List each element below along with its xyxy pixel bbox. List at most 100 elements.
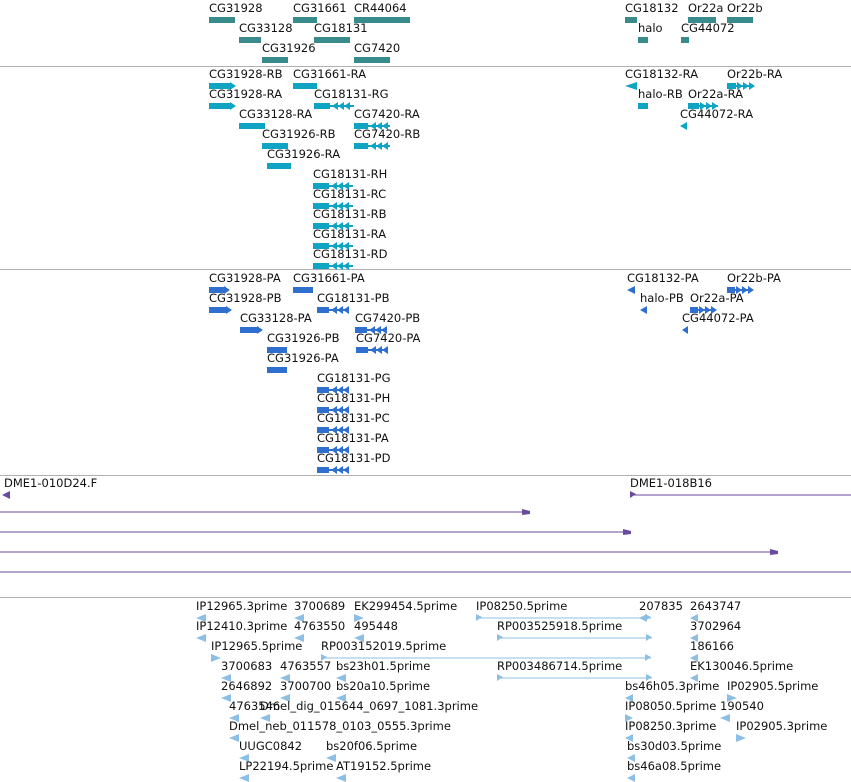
feature-label: Dmel_dig_015644_0697_1081.3prime [260,699,479,713]
feature-label: RP003525918.5prime [497,619,623,633]
feature-glyph [336,694,346,702]
strand-arrow [224,286,230,294]
feature-label: 4763557 [280,659,332,673]
proteins-track: CG31928-PA CG31661-PA CG31928-PB CG18131-PB… [209,271,781,474]
est-glyph [627,754,635,762]
feature-glyph [209,286,230,294]
feature-label: CG7420 [354,41,401,55]
feature-label: 3700683 [221,659,273,673]
feature-bar [354,143,368,149]
feature-label: CG31661-PA [293,271,365,285]
feature-glyph [196,614,206,622]
feature-bar [638,37,648,43]
feature-label: CG18131-PD [317,451,391,465]
feature-glyph [314,102,354,110]
strand-arrow [376,142,382,150]
feature-glyph [321,654,651,661]
feature-glyph [638,37,648,43]
feature-label: CG31661-RA [293,67,367,81]
strand-arrow [331,386,337,394]
strand-arrow [337,202,343,210]
feature-label: halo-PB [640,291,684,305]
feature-label: bs30d03.5prime [627,739,722,753]
feature-label: CG7420-RA [354,107,420,121]
feature-label: CG31928-PB [209,291,282,305]
strand-arrow [376,122,382,130]
feature-glyph [313,262,353,270]
transcripts-track: CG31928-RB CG31661-RA CG31928-RA CG18131-RG… [0,0,851,270]
strand-arrow [343,426,349,434]
clone-end [522,509,530,515]
feature-label: CG18131-RG [314,87,389,101]
feature-label: CG31928-PA [209,271,281,285]
est-glyph [646,674,652,681]
feature-label: 3700700 [280,679,332,693]
feature-glyph [355,326,387,334]
feature-label: CG18131-RC [313,187,387,201]
feature-label: 495448 [354,619,398,633]
feature-bar [727,287,735,293]
feature-label: CG31928 [209,1,263,15]
feature-glyph [314,37,350,43]
feature-label: CG18132-PA [627,271,699,285]
feature-glyph [317,386,349,394]
strand-arrow [742,286,748,294]
feature-bar [267,347,287,353]
feature-glyph [625,714,633,722]
feature-label: IP12965.3prime [196,599,288,613]
clone-end [770,549,778,555]
feature-glyph [209,82,236,90]
feature-glyph [221,694,231,702]
feature-glyph [681,37,689,43]
feature-glyph [736,734,746,742]
est-glyph [736,734,746,742]
feature-glyph [211,654,221,662]
strand-arrow [331,446,337,454]
feature-bar [313,183,329,189]
est-glyph [639,614,647,622]
strand-arrow [381,326,387,334]
feature-glyph [0,549,778,555]
feature-glyph [720,714,730,722]
feature-glyph [262,57,288,63]
feature-glyph [627,286,635,294]
strand-arrow [257,326,263,334]
feature-glyph [317,306,349,314]
feature-glyph [229,714,239,722]
strand-arrow [338,102,344,110]
feature-label: CG31928-RB [209,67,283,81]
feature-glyph [680,122,687,130]
feature-glyph [354,634,364,642]
est-glyph [239,774,249,782]
strand-arrow [331,262,337,270]
feature-glyph [639,614,647,622]
strand-arrow [337,262,343,270]
feature-glyph [229,734,239,742]
feature-bar [638,103,648,109]
feature-glyph [313,242,353,250]
feature-label: 3700689 [294,599,346,613]
strand-arrow [700,102,706,110]
est-glyph [336,774,346,782]
feature-glyph [682,326,688,334]
feature-glyph [690,654,698,662]
strand-arrow [226,306,232,314]
feature-label: 4763550 [294,619,346,633]
strand-arrow [331,466,337,474]
feature-label: DME1-010D24.F [4,476,98,490]
feature-bar [690,307,698,313]
feature-bar [356,347,368,353]
strand-arrow [337,306,343,314]
feature-glyph [293,287,313,293]
feature-label: RP003152019.5prime [321,639,447,653]
feature-label: halo-RB [638,87,683,101]
strand-arrow [343,222,349,230]
feature-label: bs20f06.5prime [326,739,418,753]
feature-glyph [239,774,249,782]
feature-bar [317,387,329,393]
feature-label: 207835 [639,599,683,613]
strand-arrow [682,326,688,334]
feature-label: 190540 [720,699,764,713]
feature-glyph [354,142,390,150]
strand-arrow [343,202,349,210]
